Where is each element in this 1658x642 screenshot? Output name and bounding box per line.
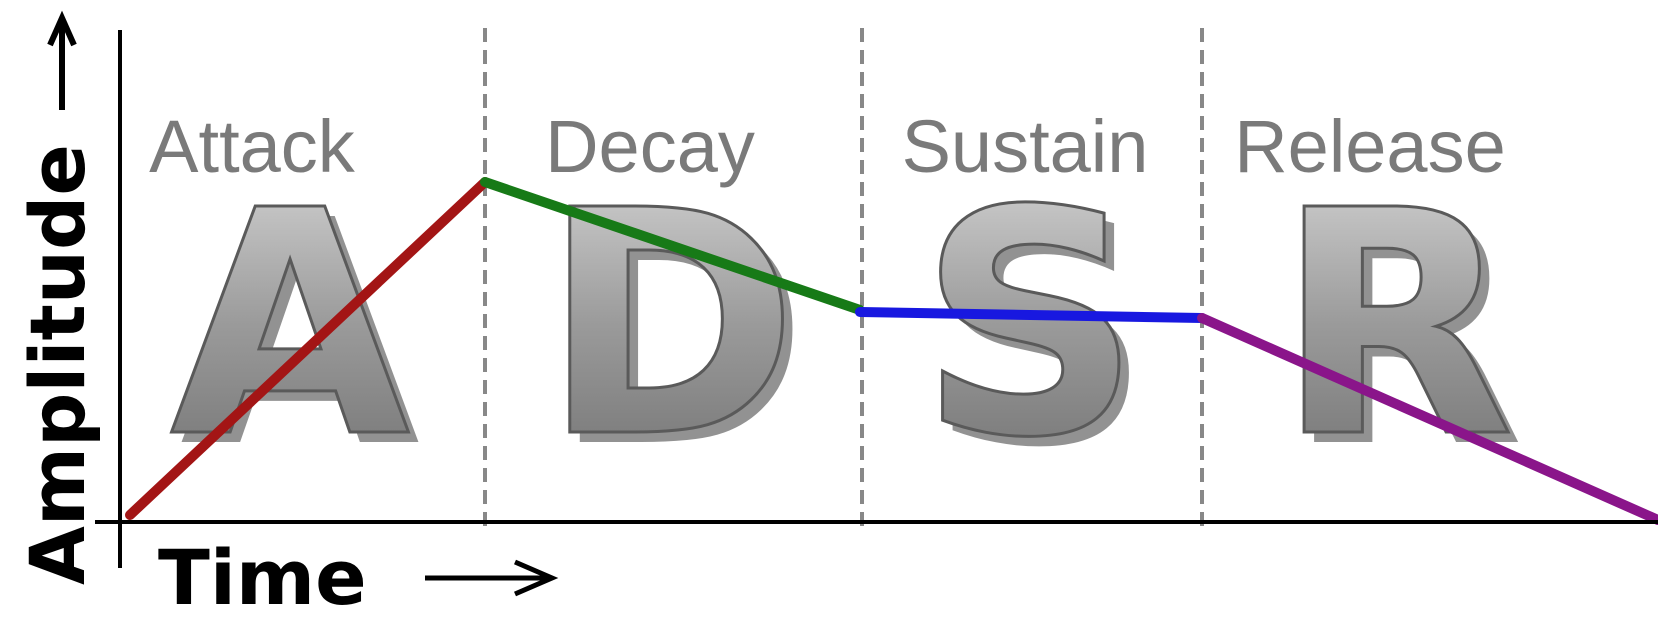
big-letter: R	[1276, 145, 1515, 506]
envelope	[125, 177, 1658, 525]
big-letter: A	[170, 145, 412, 506]
phase-label: Release	[1234, 105, 1506, 188]
x-arrow	[425, 559, 559, 597]
decay-segment	[480, 177, 865, 315]
release-segment	[1197, 313, 1658, 525]
big-letter: S	[918, 145, 1141, 506]
sustain-segment	[855, 307, 1207, 323]
x-axis-label: Time	[158, 533, 367, 622]
big-letters: AA DD SS RR	[169, 144, 1525, 517]
letter-shadow: A	[180, 155, 422, 516]
attack-segment	[125, 177, 490, 520]
letter-shadow: R	[1286, 155, 1525, 516]
phase-label: Decay	[545, 105, 755, 188]
phase-labels: Attack Decay Sustain Release	[149, 105, 1506, 188]
big-letter: D	[541, 145, 798, 506]
y-arrow	[47, 10, 77, 110]
letter-shadow: S	[928, 155, 1151, 516]
phase-label: Attack	[149, 105, 356, 188]
dividers	[483, 28, 1204, 530]
phase-label: Sustain	[902, 105, 1149, 188]
y-axis-label: Amplitude	[13, 144, 102, 585]
